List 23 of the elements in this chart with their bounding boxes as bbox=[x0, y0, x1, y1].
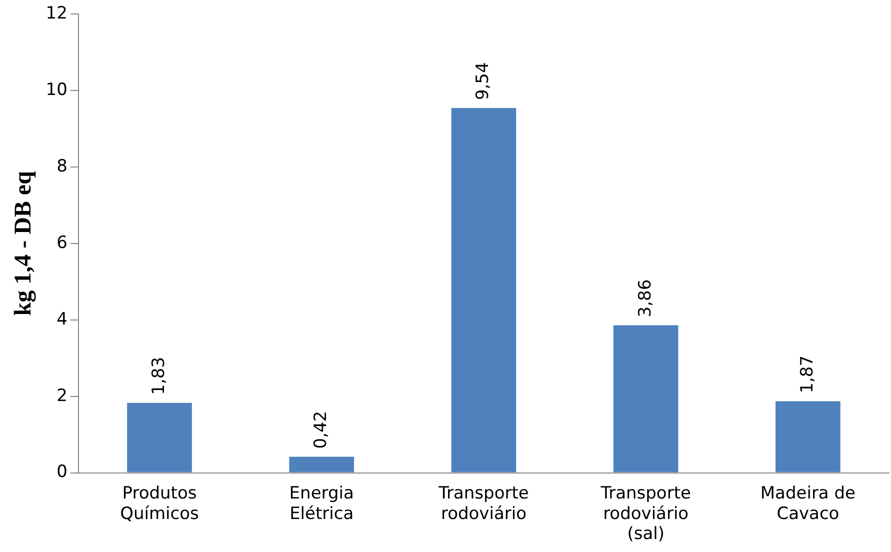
y-tick-label: 10 bbox=[46, 80, 68, 100]
bar bbox=[613, 325, 678, 472]
bar bbox=[776, 401, 840, 472]
y-tick-label: 6 bbox=[56, 232, 68, 253]
y-axis-title: kg 1,4 - DB eq bbox=[10, 170, 37, 316]
data-label: 1,83 bbox=[148, 356, 169, 395]
data-label: 1,87 bbox=[797, 355, 818, 394]
x-tick-label: Energia Elétrica bbox=[289, 483, 354, 524]
x-tick-label: Produtos Químicos bbox=[120, 483, 200, 524]
y-tick-label: 4 bbox=[56, 309, 68, 330]
x-tick-label: Madeira de Cavaco bbox=[760, 483, 856, 524]
data-label: 3,86 bbox=[635, 279, 656, 318]
y-tick-label: 2 bbox=[56, 386, 68, 406]
bar bbox=[451, 108, 516, 472]
data-label: 9,54 bbox=[473, 62, 494, 100]
bar bbox=[127, 402, 192, 472]
data-label: 0,42 bbox=[311, 410, 332, 449]
y-tick-label: 8 bbox=[56, 156, 68, 176]
x-tick-label: Transporte rodoviário bbox=[438, 483, 529, 524]
y-tick-label: 12 bbox=[46, 3, 68, 24]
x-tick-label: Transporte rodoviário (sal) bbox=[600, 483, 691, 544]
y-tick-label: 0 bbox=[56, 462, 68, 482]
bar bbox=[289, 456, 354, 472]
